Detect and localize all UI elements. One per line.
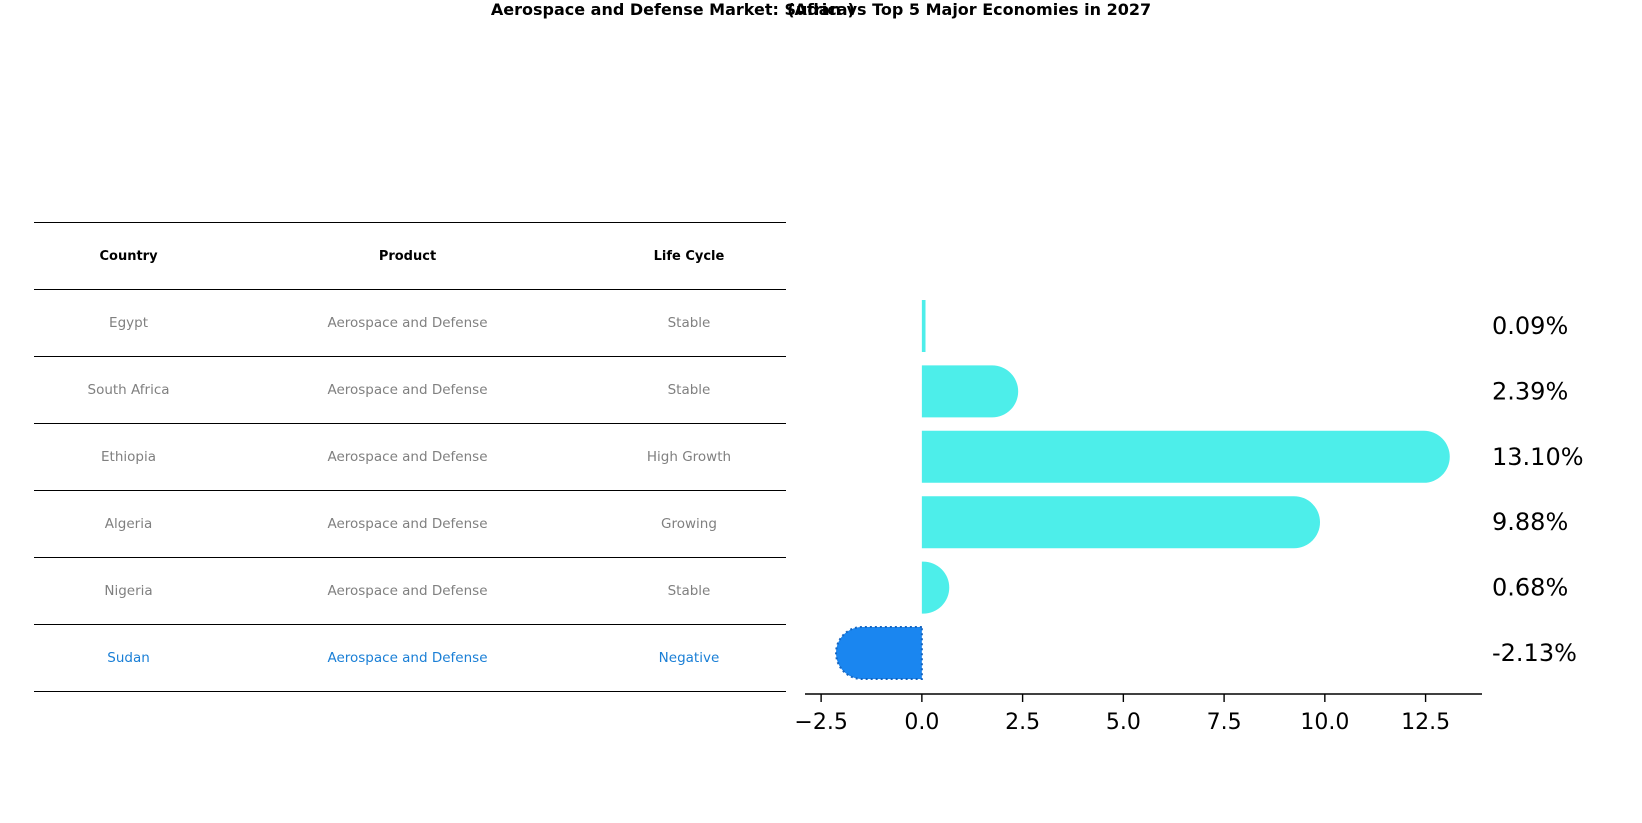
bar-nigeria bbox=[921, 561, 950, 614]
value-label: 9.88% bbox=[1492, 508, 1568, 536]
bar-egypt bbox=[921, 300, 926, 352]
cell-country: Nigeria bbox=[34, 557, 224, 625]
x-tick-label: 2.5 bbox=[1005, 710, 1040, 735]
chart-title: Aerospace and Defense Market: Sudan vs T… bbox=[490, 0, 1152, 19]
table-row: Nigeria Aerospace and Defense Stable bbox=[34, 557, 786, 625]
cell-product: Aerospace and Defense bbox=[223, 289, 592, 357]
chart-subtitle: (Africa) bbox=[787, 0, 855, 19]
cell-life-cycle: Negative bbox=[591, 624, 786, 692]
bar-algeria bbox=[921, 496, 1321, 549]
header-product: Product bbox=[223, 222, 592, 290]
cell-life-cycle: Growing bbox=[591, 490, 786, 558]
table-row: South Africa Aerospace and Defense Stabl… bbox=[34, 356, 786, 424]
table-row: Egypt Aerospace and Defense Stable bbox=[34, 289, 786, 357]
cell-country: South Africa bbox=[34, 356, 224, 424]
header-life-cycle: Life Cycle bbox=[591, 222, 786, 290]
cell-product: Aerospace and Defense bbox=[223, 557, 592, 625]
value-label: 13.10% bbox=[1492, 443, 1584, 471]
table-row-highlighted: Sudan Aerospace and Defense Negative bbox=[34, 624, 786, 692]
table-row: Ethiopia Aerospace and Defense High Grow… bbox=[34, 423, 786, 491]
table-row: Algeria Aerospace and Defense Growing bbox=[34, 490, 786, 558]
x-tick-label: 10.0 bbox=[1300, 710, 1349, 735]
x-tick-label: 5.0 bbox=[1106, 710, 1141, 735]
cell-life-cycle: Stable bbox=[591, 557, 786, 625]
cell-country: Sudan bbox=[34, 624, 224, 692]
country-table: Country Product Life Cycle Egypt Aerospa… bbox=[34, 222, 786, 692]
cell-product: Aerospace and Defense bbox=[223, 423, 592, 491]
x-tick-label: −2.5 bbox=[794, 710, 847, 735]
bar-ethiopia bbox=[921, 430, 1450, 483]
table-header-row: Country Product Life Cycle bbox=[34, 222, 786, 290]
cell-country: Algeria bbox=[34, 490, 224, 558]
x-tick-label: 12.5 bbox=[1401, 710, 1450, 735]
cell-country: Ethiopia bbox=[34, 423, 224, 491]
value-label: 0.68% bbox=[1492, 574, 1568, 602]
cell-country: Egypt bbox=[34, 289, 224, 357]
x-tick-label: 0.0 bbox=[904, 710, 939, 735]
header-country: Country bbox=[34, 222, 224, 290]
cell-life-cycle: Stable bbox=[591, 356, 786, 424]
value-label: 0.09% bbox=[1492, 312, 1568, 340]
value-label: -2.13% bbox=[1492, 639, 1577, 667]
cell-product: Aerospace and Defense bbox=[223, 624, 592, 692]
cell-life-cycle: High Growth bbox=[591, 423, 786, 491]
x-tick-label: 7.5 bbox=[1207, 710, 1242, 735]
bar-sudan bbox=[835, 626, 923, 680]
bar-south-africa bbox=[921, 365, 1019, 418]
cell-product: Aerospace and Defense bbox=[223, 490, 592, 558]
value-label: 2.39% bbox=[1492, 377, 1568, 405]
